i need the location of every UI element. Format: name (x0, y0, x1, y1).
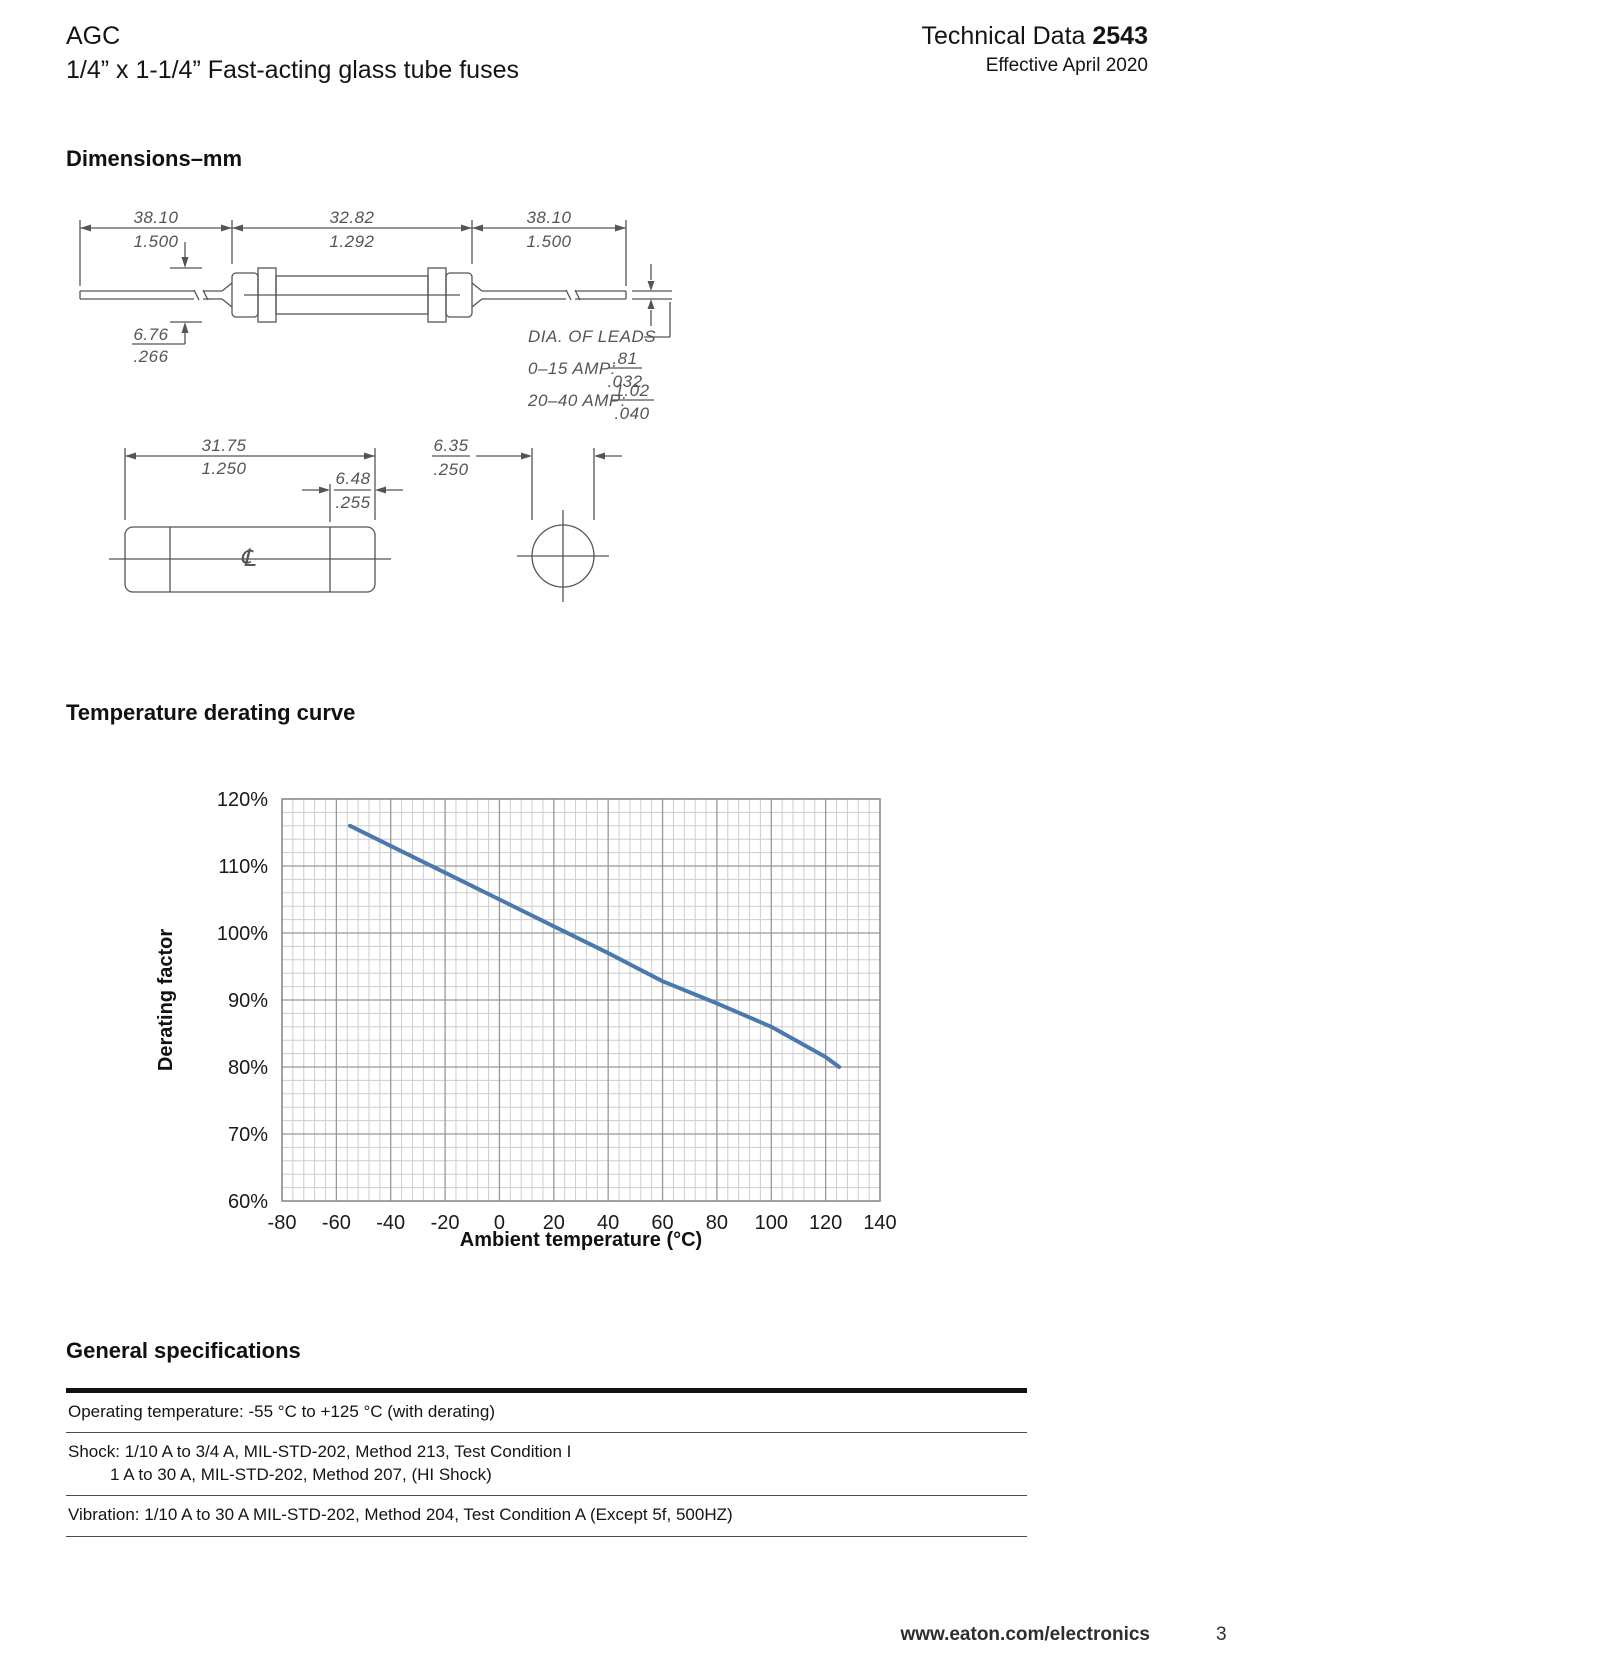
leads-row2-label: 20–40 AMP: (527, 391, 626, 410)
x-tick-label: 0 (494, 1212, 505, 1234)
y-tick-label: 120% (217, 789, 268, 811)
x-tick-label: 80 (706, 1212, 728, 1234)
product-name: AGC (66, 22, 121, 50)
x-tick-label: 120 (809, 1212, 842, 1234)
dim-left-lead-in: 1.500 (133, 232, 178, 251)
leads-row1-mm: .81 (612, 349, 637, 368)
derating-curve (348, 823, 842, 1069)
x-tick-label: 100 (755, 1212, 788, 1234)
centerline-symbol: ℄ (240, 545, 256, 572)
dim-cap-mm: 6.48 (335, 469, 370, 488)
dim-right-lead-mm: 38.10 (526, 208, 571, 227)
plot-border (281, 798, 881, 1202)
dim-tube-dia-in: .266 (133, 347, 168, 366)
y-tick-label: 110% (218, 856, 268, 878)
dim-left-lead-mm: 38.10 (133, 208, 178, 227)
specs-table: Operating temperature: -55 °C to +125 °C… (66, 1388, 1027, 1537)
leads-row2-in: .040 (614, 404, 649, 423)
header-left: AGC 1/4” x 1-1/4” Fast-acting glass tube… (66, 22, 519, 85)
footer-page-number: 3 (1216, 1624, 1227, 1645)
dimensions-heading: Dimensions–mm (66, 146, 243, 171)
temperature-derating-chart: Ambient temperature (°C) Derating factor… (155, 789, 897, 1251)
spec-row-vibration: Vibration: 1/10 A to 30 A MIL-STD-202, M… (66, 1496, 1027, 1537)
doc-number: 2543 (1092, 22, 1148, 50)
drawing2-lines (109, 448, 622, 602)
leads-row2-mm: 1.02 (614, 381, 649, 400)
specs-heading: General specifications (66, 1338, 301, 1363)
leads-note: DIA. OF LEADS (528, 327, 656, 346)
fuse-body-dimension-drawing: 31.75 1.250 6.48 .255 6.35 .250 ℄ (109, 436, 622, 602)
y-tick-label: 100% (217, 923, 268, 945)
spec-line: Vibration: 1/10 A to 30 A MIL-STD-202, M… (68, 1505, 733, 1525)
spec-line: 1 A to 30 A, MIL-STD-202, Method 207, (H… (110, 1464, 492, 1484)
spec-line: Shock: 1/10 A to 3/4 A, MIL-STD-202, Met… (68, 1442, 572, 1462)
y-tick-label: 90% (228, 990, 268, 1012)
doc-label: Technical Data (921, 22, 1093, 50)
chart-heading: Temperature derating curve (66, 700, 356, 725)
dim-body-mm: 32.82 (329, 208, 374, 227)
y-tick-label: 70% (228, 1124, 268, 1146)
dim-right-lead-in: 1.500 (526, 232, 571, 251)
y-axis-title: Derating factor (155, 929, 177, 1071)
dim-length-mm: 31.75 (201, 436, 246, 455)
drawing2-labels: 31.75 1.250 6.48 .255 6.35 .250 ℄ (201, 436, 468, 572)
x-tick-label: 20 (543, 1212, 565, 1234)
spec-row-shock: Shock: 1/10 A to 3/4 A, MIL-STD-202, Met… (66, 1433, 1027, 1497)
header-right: Technical Data 2543 Effective April 2020 (700, 22, 1148, 77)
leads-row1-label: 0–15 AMP: (528, 359, 616, 378)
dim-dia-in: .250 (433, 460, 468, 479)
x-tick-label: -80 (268, 1212, 297, 1234)
x-axis-title: Ambient temperature (°C) (460, 1229, 702, 1251)
x-tick-label: -60 (322, 1212, 351, 1234)
dim-cap-in: .255 (335, 493, 370, 512)
drawing1-labels: 38.10 1.500 32.82 1.292 38.10 1.500 6.76… (133, 208, 656, 423)
x-tick-label: -40 (376, 1212, 405, 1234)
x-tick-label: 140 (863, 1212, 896, 1234)
y-tick-label: 80% (228, 1057, 268, 1079)
leads-row1-in: .032 (607, 372, 642, 391)
effective-date: Effective April 2020 (985, 54, 1148, 76)
dim-body-in: 1.292 (329, 232, 374, 251)
product-subtitle: 1/4” x 1-1/4” Fast-acting glass tube fus… (66, 55, 519, 84)
dim-length-in: 1.250 (201, 459, 246, 478)
y-tick-label: 60% (228, 1191, 268, 1213)
dim-dia-mm: 6.35 (433, 436, 468, 455)
spec-row-operating-temperature: Operating temperature: -55 °C to +125 °C… (66, 1393, 1027, 1434)
dim-tube-dia-mm: 6.76 (133, 325, 168, 344)
x-tick-label: -20 (431, 1212, 460, 1234)
spec-line: Operating temperature: -55 °C to +125 °C… (68, 1402, 496, 1421)
drawing1-lines (79, 220, 672, 401)
fuse-dimension-drawing-with-leads: 38.10 1.500 32.82 1.292 38.10 1.500 6.76… (79, 208, 672, 423)
doc-title: Technical Data 2543 (700, 22, 1148, 51)
x-tick-label: 60 (651, 1212, 673, 1234)
footer-url-link[interactable]: www.eaton.com/electronics (900, 1624, 1150, 1645)
x-tick-label: 40 (597, 1212, 619, 1234)
